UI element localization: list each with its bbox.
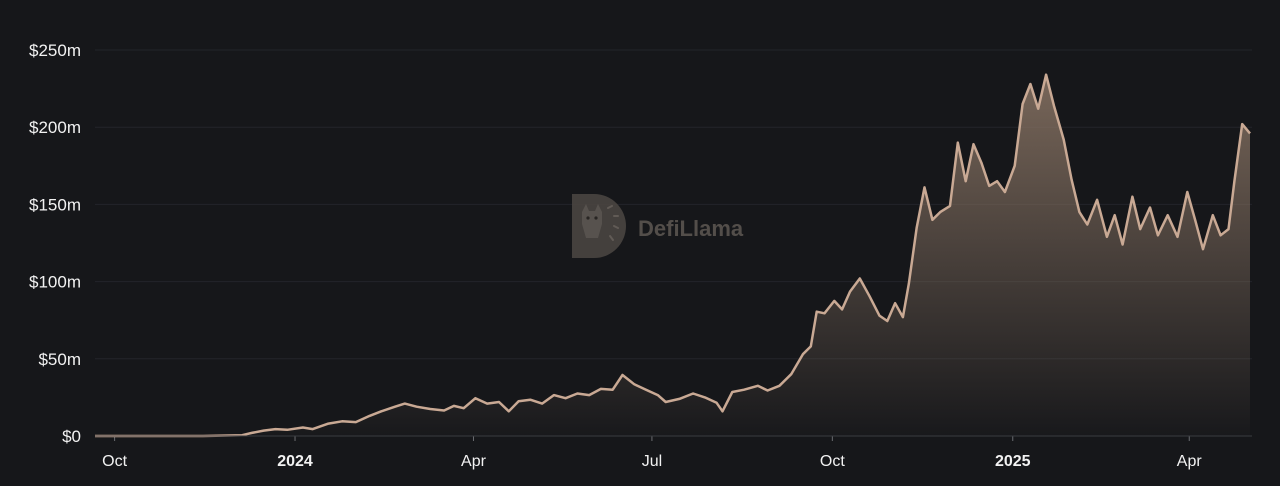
- x-tick-label: Oct: [820, 453, 845, 470]
- x-tick-label: 2024: [277, 453, 313, 470]
- y-axis: $0 $50m $100m $150m $200m $250m: [29, 41, 81, 446]
- x-tick-label: Apr: [1177, 453, 1203, 470]
- y-tick-label: $50m: [38, 350, 81, 369]
- y-tick-label: $0: [62, 427, 81, 446]
- x-tick-label: Apr: [461, 453, 487, 470]
- y-tick-label: $200m: [29, 118, 81, 137]
- y-tick-label: $100m: [29, 273, 81, 292]
- series-line: [95, 73, 1251, 438]
- x-axis: Oct 2024 Apr Jul Oct 2025 Apr: [102, 436, 1202, 470]
- watermark: DefiLlama: [572, 194, 744, 258]
- x-tick-label: 2025: [995, 453, 1031, 470]
- x-tick-label: Oct: [102, 453, 127, 470]
- area-fill: [95, 74, 1250, 436]
- y-tick-label: $150m: [29, 195, 81, 214]
- x-tick-label: Jul: [642, 453, 662, 470]
- watermark-text: DefiLlama: [638, 216, 744, 241]
- llama-logo-icon: [572, 194, 626, 258]
- y-tick-label: $250m: [29, 41, 81, 60]
